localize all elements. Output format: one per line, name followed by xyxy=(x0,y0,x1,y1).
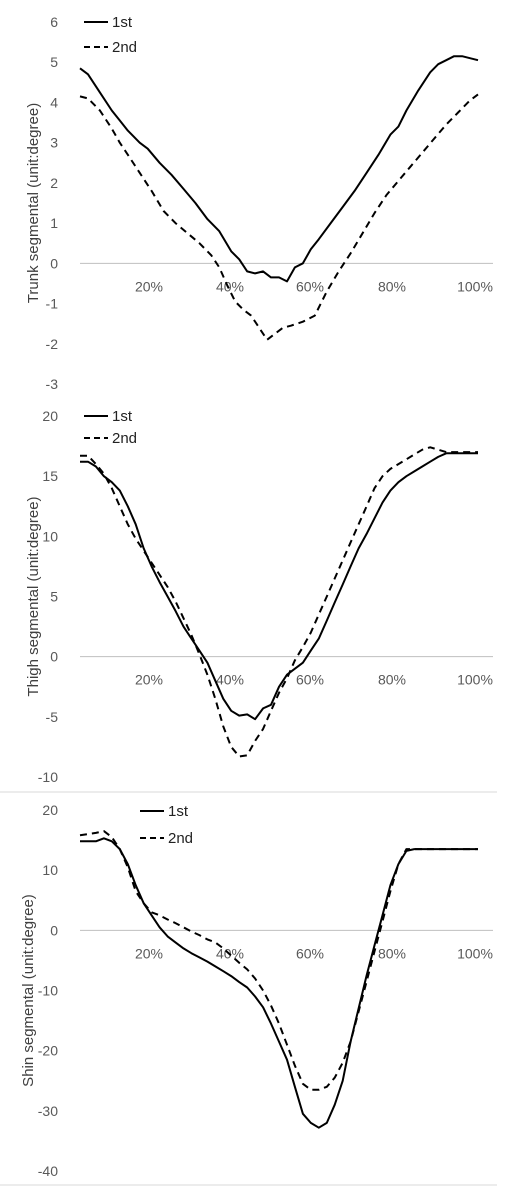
y-tick-label: 4 xyxy=(50,94,58,110)
y-tick-label: -10 xyxy=(38,983,58,999)
x-tick-label: 20% xyxy=(135,278,163,294)
y-tick-label: -20 xyxy=(38,1043,58,1059)
y-tick-label: -40 xyxy=(38,1163,58,1179)
legend-label-1st: 1st xyxy=(168,803,189,820)
y-axis-title: Trunk segmental (unit:degree) xyxy=(25,103,42,303)
x-tick-label: 20% xyxy=(135,672,163,688)
y-tick-label: 5 xyxy=(50,54,58,70)
series-line-1st xyxy=(80,837,478,1129)
x-tick-label: 80% xyxy=(378,672,406,688)
y-tick-label: -1 xyxy=(46,296,59,312)
y-tick-label: 0 xyxy=(50,255,58,271)
x-tick-label: 60% xyxy=(296,945,324,961)
series-line-1st xyxy=(79,55,479,283)
y-tick-label: 10 xyxy=(42,862,58,878)
legend-label-2nd: 2nd xyxy=(112,430,137,447)
legend-label-1st: 1st xyxy=(112,408,133,425)
y-tick-label: -5 xyxy=(46,709,59,725)
x-tick-label: 80% xyxy=(378,945,406,961)
x-tick-label: 60% xyxy=(296,278,324,294)
y-tick-label: 0 xyxy=(50,922,58,938)
y-tick-label: 5 xyxy=(50,589,58,605)
y-tick-label: 20 xyxy=(42,802,58,818)
series-line-2nd xyxy=(79,93,479,341)
legend-label-2nd: 2nd xyxy=(168,830,193,847)
series-line-2nd xyxy=(80,446,478,758)
y-tick-label: 15 xyxy=(42,468,58,484)
y-tick-label: 10 xyxy=(42,528,58,544)
y-tick-label: -10 xyxy=(38,769,58,785)
y-axis-title: Thigh segmental (unit:degree) xyxy=(25,496,42,696)
x-tick-label: 40% xyxy=(216,672,244,688)
legend-label-2nd: 2nd xyxy=(112,39,137,56)
y-tick-label: -30 xyxy=(38,1103,58,1119)
x-tick-label: 20% xyxy=(135,945,163,961)
y-tick-label: 20 xyxy=(42,408,58,424)
x-tick-label: 40% xyxy=(216,278,244,294)
x-tick-label: 60% xyxy=(296,672,324,688)
y-tick-label: 1 xyxy=(50,215,58,231)
legend-label-1st: 1st xyxy=(112,14,133,31)
y-tick-label: 2 xyxy=(50,175,58,191)
y-tick-label: -2 xyxy=(46,336,59,352)
y-tick-label: 6 xyxy=(50,14,58,30)
x-tick-label: 100% xyxy=(457,945,493,961)
y-tick-label: -3 xyxy=(46,376,59,392)
y-tick-label: 0 xyxy=(50,649,58,665)
y-axis-title: Shin segmental (unit:degree) xyxy=(20,894,37,1087)
x-tick-label: 100% xyxy=(457,278,493,294)
x-tick-label: 80% xyxy=(378,278,406,294)
series-line-2nd xyxy=(79,830,478,1091)
x-tick-label: 100% xyxy=(457,672,493,688)
y-tick-label: 3 xyxy=(50,135,58,151)
